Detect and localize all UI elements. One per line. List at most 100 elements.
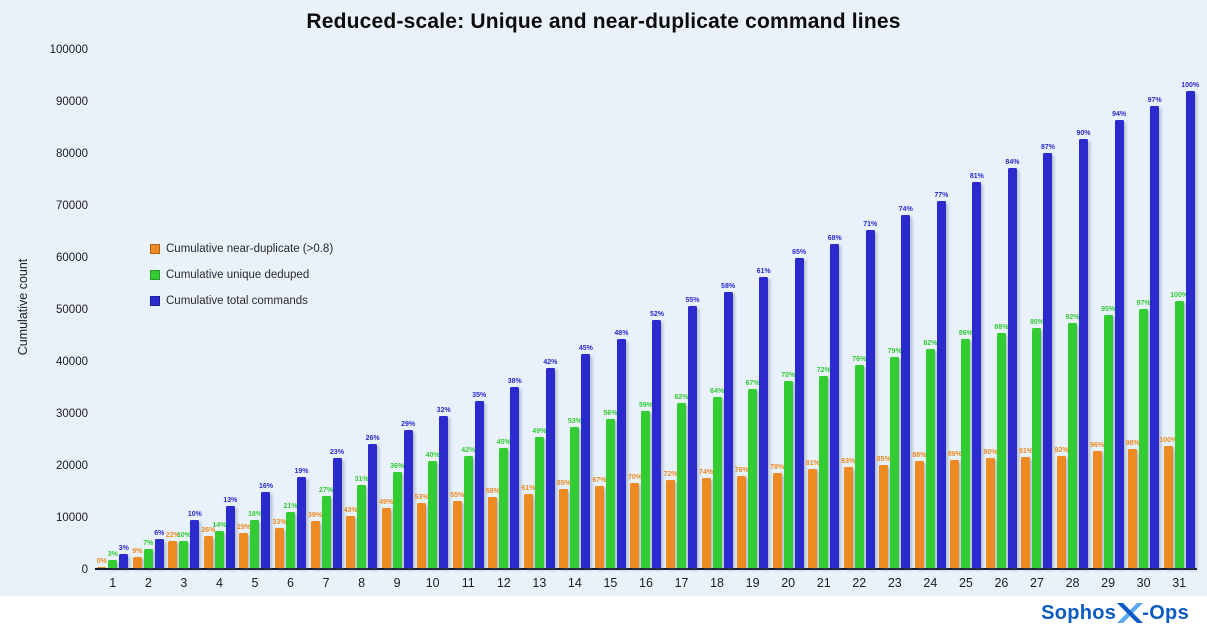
bar: 42% [461,447,475,568]
bar-value-label: 45% [578,344,593,352]
bar-value-label: 81% [969,173,984,180]
bar-value-label: 61% [521,484,536,492]
y-tick-label: 100000 [49,44,88,56]
x-tick-label: 3 [180,576,188,590]
x-tick-label: 1 [109,576,117,590]
bar-value-label: 77% [934,192,949,200]
bar-value-label: 88% [994,324,1009,332]
bar-value-label: 53% [414,494,429,502]
bar: 79% [888,348,902,568]
bar-group: 76% 67% 61% [735,50,771,568]
bar: 52% [650,311,664,568]
bar: 58% [486,488,500,568]
bar-value-label: 74% [898,206,913,214]
bar-value-label: 82% [923,340,938,348]
bar: 65% [792,249,806,568]
bar: 33% [272,519,287,568]
bar: 6% [154,530,164,568]
bar: 68% [828,235,842,568]
bar-value-label: 72% [663,471,678,479]
x-tick-label: 14 [567,576,582,590]
bar-value-label: 6% [154,530,165,538]
bar: 71% [863,221,877,568]
y-tick-label: 60000 [56,252,88,264]
bar: 85% [877,456,891,568]
bar-value-label: 70% [627,473,642,481]
bar-value-label: 98% [1125,439,1140,447]
bar-value-label: 65% [556,479,571,487]
bar: 53% [568,418,582,568]
x-tick-label: 27 [1030,576,1044,590]
bar: 31% [355,476,369,568]
bar-group: 39% 27% 23% [308,50,344,568]
bar: 90% [983,449,997,568]
sophos-x-ops-logo: Sophos -Ops [1041,602,1189,625]
bar: 78% [770,464,784,568]
footer-bar: Sophos -Ops [0,596,1207,630]
bar-value-label: 23% [330,449,345,457]
plot-area: 0% 3% 3% 9% 7% 6% 22% 10% 10% 26% 14% 13% 29% 18% 16% 3… [95,50,1199,570]
bar-value-label: 49% [532,428,547,436]
bar: 92% [1055,447,1069,568]
bar: 72% [817,367,831,568]
bar-group: 91% 90% 87% [1019,50,1055,568]
bar: 3% [108,551,118,568]
bar: 100% [1181,82,1199,568]
bar: 76% [852,356,866,568]
bar: 86% [959,330,973,568]
bar: 10% [177,532,191,568]
bar-value-label: 87% [1040,144,1055,152]
legend-item: Cumulative near-duplicate (>0.8) [150,243,333,255]
bar-value-label: 70% [781,372,796,380]
bar: 48% [614,330,628,568]
x-tick-label: 28 [1065,576,1080,590]
bar-value-label: 91% [1018,448,1033,456]
bar-group: 65% 53% 45% [557,50,593,568]
bar-value-label: 48% [614,330,629,338]
bar-value-label: 42% [543,358,558,366]
bar-group: 26% 14% 13% [201,50,237,568]
bar: 53% [415,494,429,568]
bar: 16% [259,483,273,568]
bar-group: 29% 18% 16% [237,50,273,568]
bar-group: 0% 3% 3% [95,50,131,568]
bar-group: 53% 40% 32% [415,50,451,568]
x-axis-labels: 1 2 3 4 5 6 7 8 9 10 11 12 13 14 15 16 17 18 19 20 21 22 23 24 2… [95,576,1197,590]
x-tick-label: 24 [923,576,938,590]
bar-value-label: 55% [450,492,465,500]
x-tick-label: 16 [639,576,653,590]
bar: 26% [366,435,380,568]
y-tick-label: 90000 [56,96,88,108]
bar-value-label: 31% [354,476,369,484]
bar-group: 90% 88% 84% [983,50,1019,568]
x-tick-label: 21 [816,576,831,590]
bar: 27% [319,487,333,568]
bar: 65% [557,480,571,568]
bar-value-label: 90% [1076,130,1091,138]
bar-value-label: 78% [770,464,785,472]
bar-value-label: 14% [212,521,227,529]
bar-value-label: 65% [792,249,807,257]
bar: 70% [781,372,795,568]
x-tick-label: 6 [287,576,294,590]
bar-value-label: 45% [496,438,511,446]
bar: 42% [543,359,557,568]
bar-group: 83% 76% 71% [841,50,877,568]
x-tick-label: 18 [710,576,725,590]
bar: 19% [294,468,309,568]
logo-x-icon [1117,603,1144,623]
bar-value-label: 33% [272,518,287,526]
bar: 56% [603,410,617,568]
bar: 62% [675,394,689,568]
x-tick-label: 8 [358,576,366,590]
bar: 13% [223,497,237,568]
bar: 55% [450,492,464,568]
bar-value-label: 55% [685,296,700,304]
bar-group: 58% 45% 38% [486,50,522,568]
bar-group: 81% 72% 68% [806,50,842,568]
bar-value-label: 36% [390,462,405,470]
bar-group: 33% 21% 19% [272,50,309,568]
bar: 45% [579,345,593,568]
bar-group: 88% 82% 77% [912,50,949,568]
x-tick-label: 19 [745,576,760,590]
